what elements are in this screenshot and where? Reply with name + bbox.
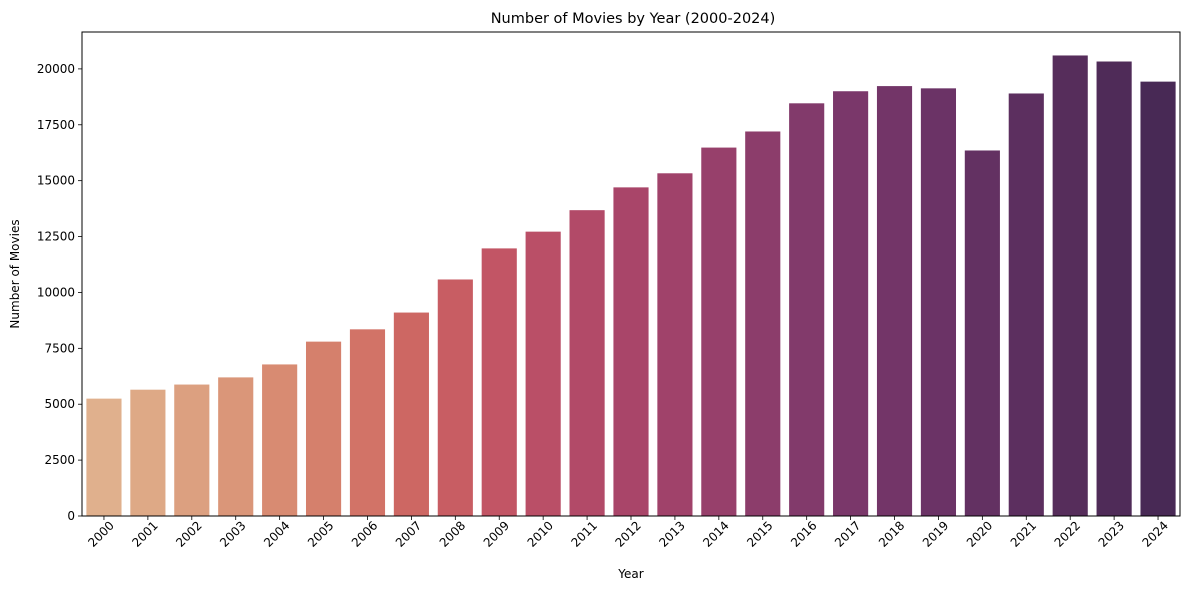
bar-2006 — [349, 329, 386, 516]
x-tick-label: 2000 — [85, 518, 116, 549]
x-tick-label: 2007 — [393, 518, 424, 549]
x-tick-label: 2006 — [349, 518, 380, 549]
bar-2018 — [876, 86, 913, 516]
x-tick-label: 2008 — [437, 518, 468, 549]
bar-2015 — [745, 131, 781, 517]
y-tick-label: 10000 — [37, 285, 75, 299]
bar-2007 — [393, 312, 429, 516]
bar-2024 — [1140, 81, 1176, 516]
x-tick-label: 2002 — [173, 518, 204, 549]
bar-2010 — [525, 231, 561, 516]
bar-2008 — [437, 279, 473, 516]
x-tick-label: 2005 — [305, 518, 336, 549]
x-tick-label: 2004 — [261, 518, 292, 549]
x-axis-label: Year — [617, 567, 643, 581]
y-tick-label: 17500 — [37, 118, 75, 132]
bar-2019 — [920, 88, 957, 516]
bar-2017 — [833, 91, 869, 517]
x-tick-label: 2014 — [700, 518, 731, 549]
x-tick-label: 2021 — [1008, 518, 1039, 549]
x-tick-label: 2024 — [1139, 518, 1170, 549]
bars-group — [86, 55, 1176, 517]
bar-2004 — [262, 364, 298, 516]
y-tick-label: 5000 — [44, 397, 75, 411]
x-tick-label: 2011 — [569, 518, 600, 549]
x-tick-label: 2018 — [876, 518, 907, 549]
x-tick-label: 2001 — [129, 518, 160, 549]
y-tick-label: 12500 — [37, 230, 75, 244]
chart-title: Number of Movies by Year (2000-2024) — [491, 11, 776, 27]
x-tick-label: 2017 — [832, 518, 863, 549]
bar-2002 — [174, 384, 210, 516]
y-tick-label: 7500 — [44, 341, 75, 355]
x-tick-label: 2019 — [920, 518, 951, 549]
bar-2014 — [701, 147, 737, 516]
bar-2023 — [1096, 61, 1132, 516]
x-tick-label: 2022 — [1052, 518, 1083, 549]
bar-2000 — [86, 398, 122, 516]
bar-2005 — [305, 341, 342, 516]
bar-2021 — [1008, 93, 1044, 516]
y-tick-label: 20000 — [37, 62, 75, 76]
x-tick-label: 2023 — [1096, 518, 1127, 549]
x-tick-label: 2010 — [525, 518, 556, 549]
y-axis-label: Number of Movies — [8, 219, 22, 328]
y-tick-label: 2500 — [44, 453, 75, 467]
x-tick-label: 2015 — [744, 518, 775, 549]
x-axis: 2000 2001 2002 2003 2004 2005 2006 2007 2008 2009… — [85, 516, 1171, 550]
y-axis: 0 2500 5000 7500 10000 12500 15000 17500 20000 — [37, 62, 82, 523]
x-tick-label: 2012 — [612, 518, 643, 549]
bar-2013 — [657, 173, 693, 517]
x-tick-label: 2016 — [788, 518, 819, 549]
x-tick-label: 2013 — [656, 518, 687, 549]
bar-2020 — [964, 150, 1000, 517]
x-tick-label: 2009 — [481, 518, 512, 549]
bar-2003 — [218, 377, 254, 516]
bar-2001 — [130, 389, 166, 516]
bar-2009 — [481, 248, 517, 516]
bar-2011 — [569, 210, 605, 517]
bar-2016 — [789, 103, 825, 516]
plot-frame — [81, 31, 1181, 517]
bar-2012 — [613, 187, 649, 516]
x-tick-label: 2003 — [217, 518, 248, 549]
bar-2022 — [1052, 55, 1088, 516]
y-tick-label: 15000 — [37, 174, 75, 188]
x-tick-label: 2020 — [964, 518, 995, 549]
y-tick-label: 0 — [67, 509, 75, 523]
